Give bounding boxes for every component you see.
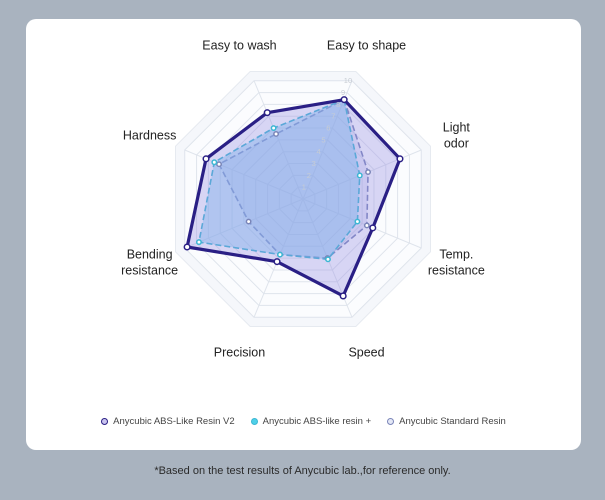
point-s2-5 <box>245 218 252 225</box>
axis-label-line: resistance <box>428 264 485 278</box>
axis-label-line: Temp. <box>439 248 473 262</box>
legend-item-abs-like-v2[interactable]: Anycubic ABS-Like Resin V2 <box>101 416 235 427</box>
legend: Anycubic ABS-Like Resin V2 Anycubic ABS-… <box>26 416 581 427</box>
axis-label-4: Precision <box>214 345 265 359</box>
point-s1-6 <box>211 159 218 166</box>
axis-label-6: Hardness <box>123 128 177 142</box>
tick-label-7: 7 <box>331 112 335 121</box>
legend-item-abs-like-plus[interactable]: Anycubic ABS-like resin + <box>250 416 372 427</box>
legend-marker-abs-like-v2 <box>101 418 109 425</box>
axis-label-line: odor <box>444 136 469 150</box>
grid-spoke-5 <box>184 198 304 249</box>
point-s0-2 <box>369 224 377 232</box>
point-s2-1 <box>365 169 371 176</box>
legend-marker-abs-like-plus <box>250 418 258 425</box>
legend-label-abs-like-v2: Anycubic ABS-Like Resin V2 <box>113 416 235 427</box>
axis-label-2: Temp. resistance <box>428 248 485 278</box>
chart-card: 1 2 3 4 5 6 7 8 9 10 Easy to shape Light odor Temp. re… <box>26 19 581 450</box>
point-s1-4 <box>277 251 283 258</box>
tick-label-8: 8 <box>336 100 340 109</box>
axis-label-0: Easy to shape <box>327 39 406 53</box>
axis-label-line: Easy to shape <box>327 39 406 53</box>
point-s1-7 <box>270 125 277 131</box>
tick-label-10: 10 <box>344 76 352 85</box>
axis-label-line: Precision <box>214 345 265 359</box>
grid-spoke-2 <box>302 198 422 249</box>
axis-label-5: Bending resistance <box>121 248 178 278</box>
legend-label-standard: Anycubic Standard Resin <box>399 416 506 427</box>
axis-label-line: Bending <box>127 248 173 262</box>
point-s0-3 <box>339 292 347 300</box>
axis-label-3: Speed <box>348 345 384 359</box>
grid-spoke-7 <box>253 80 304 200</box>
point-s2-2 <box>363 222 370 229</box>
tick-label-2: 2 <box>307 171 311 180</box>
footnote: *Based on the test results of Anycubic l… <box>154 465 451 477</box>
axis-label-line: resistance <box>121 264 178 278</box>
tick-label-6: 6 <box>326 124 330 133</box>
tick-label-3: 3 <box>312 159 316 168</box>
tick-label-4: 4 <box>317 147 321 156</box>
legend-item-standard[interactable]: Anycubic Standard Resin <box>387 416 506 427</box>
tick-label-1: 1 <box>302 183 306 192</box>
axis-label-7: Easy to wash <box>202 39 276 53</box>
point-s0-4 <box>273 258 281 266</box>
axis-label-line: Easy to wash <box>202 39 276 53</box>
point-s0-6 <box>202 155 210 163</box>
point-s2-6 <box>216 161 222 168</box>
point-s0-1 <box>396 155 404 163</box>
axis-label-line: Hardness <box>123 128 177 142</box>
point-s2-7 <box>273 131 280 137</box>
tick-label-5: 5 <box>321 135 325 144</box>
point-s1-1 <box>356 172 363 179</box>
legend-marker-standard <box>387 418 395 425</box>
tick-label-9: 9 <box>341 88 345 97</box>
point-s0-7 <box>263 109 271 117</box>
legend-label-abs-like-plus: Anycubic ABS-like resin + <box>262 416 372 427</box>
axis-label-1: Light odor <box>443 120 471 150</box>
point-s0-5 <box>183 243 191 251</box>
point-s1-2 <box>354 218 361 225</box>
point-s1-3 <box>325 256 331 263</box>
point-s1-5 <box>195 239 202 246</box>
axis-label-line: Speed <box>348 345 384 359</box>
grid-spoke-4 <box>253 198 304 318</box>
point-s0-0 <box>340 96 348 104</box>
axis-label-line: Light <box>443 120 471 134</box>
